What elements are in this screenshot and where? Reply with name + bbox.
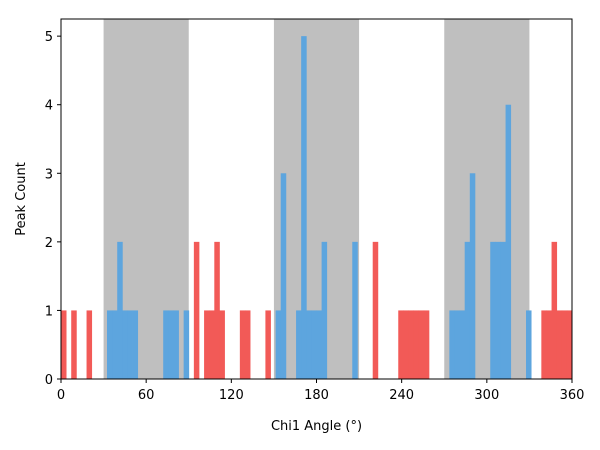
y-tick-label: 0 bbox=[45, 373, 53, 388]
bar-17 bbox=[214, 241, 220, 379]
y-tick-label: 5 bbox=[45, 30, 53, 45]
bar-19 bbox=[239, 310, 246, 379]
bar-46 bbox=[505, 104, 512, 379]
y-axis-ticks: 0 1 2 3 4 5 bbox=[45, 30, 61, 388]
bar-40 bbox=[459, 310, 466, 379]
bar-51 bbox=[556, 310, 563, 379]
bar-50 bbox=[551, 241, 558, 379]
bar-27 bbox=[311, 310, 317, 379]
bar-37 bbox=[423, 310, 430, 379]
bar-34 bbox=[408, 310, 414, 379]
bar-33 bbox=[403, 310, 409, 379]
bar-35 bbox=[413, 310, 420, 379]
bar-45 bbox=[500, 241, 506, 379]
x-tick-label: 300 bbox=[474, 388, 499, 403]
y-tick-label: 1 bbox=[45, 304, 53, 319]
bar-43 bbox=[490, 241, 496, 379]
bar-26 bbox=[306, 310, 312, 379]
bar-21 bbox=[265, 310, 271, 379]
bar-31 bbox=[372, 241, 379, 379]
x-tick-label: 60 bbox=[138, 388, 155, 403]
bar-23 bbox=[280, 173, 287, 379]
bar-47 bbox=[526, 310, 532, 379]
bar-1 bbox=[61, 310, 67, 379]
bar-38 bbox=[449, 310, 455, 379]
bar-2 bbox=[71, 310, 77, 379]
x-tick-label: 240 bbox=[389, 388, 414, 403]
bar-6 bbox=[117, 241, 123, 379]
bar-8 bbox=[127, 310, 133, 379]
bar-13 bbox=[183, 310, 190, 379]
y-tick-label: 2 bbox=[45, 236, 53, 251]
bar-7 bbox=[122, 310, 128, 379]
x-tick-label: 360 bbox=[560, 388, 585, 403]
bar-42 bbox=[469, 173, 476, 379]
bar-48 bbox=[541, 310, 547, 379]
histogram-bars bbox=[61, 36, 573, 380]
y-tick-label: 4 bbox=[45, 99, 53, 114]
bar-25 bbox=[301, 36, 307, 380]
x-tick-label: 120 bbox=[219, 388, 244, 403]
bar-39 bbox=[454, 310, 460, 379]
bar-15 bbox=[204, 310, 210, 379]
bar-49 bbox=[546, 310, 552, 379]
bar-30 bbox=[352, 241, 358, 379]
bar-20 bbox=[244, 310, 251, 379]
bar-22 bbox=[275, 310, 282, 379]
x-tick-label: 0 bbox=[57, 388, 65, 403]
bar-12 bbox=[173, 310, 179, 379]
bar-36 bbox=[418, 310, 425, 379]
bar-28 bbox=[316, 310, 323, 379]
y-axis-label: Peak Count bbox=[14, 162, 29, 236]
bar-24 bbox=[296, 310, 302, 379]
x-axis-label: Chi1 Angle (°) bbox=[271, 419, 362, 434]
bar-29 bbox=[321, 241, 328, 379]
x-tick-label: 180 bbox=[304, 388, 329, 403]
bar-18 bbox=[219, 310, 225, 379]
bar-32 bbox=[398, 310, 404, 379]
shaded-regions bbox=[103, 19, 530, 379]
bar-14 bbox=[193, 241, 200, 379]
y-tick-label: 3 bbox=[45, 167, 53, 182]
bar-3 bbox=[86, 310, 93, 379]
bar-4 bbox=[106, 310, 113, 379]
bar-41 bbox=[464, 241, 471, 379]
bar-44 bbox=[495, 241, 501, 379]
bar-9 bbox=[132, 310, 139, 379]
x-axis-ticks: 0 60 120 180 240 300 360 bbox=[57, 379, 585, 403]
bar-52 bbox=[561, 310, 568, 379]
bar-10 bbox=[163, 310, 169, 379]
bar-53 bbox=[566, 310, 573, 379]
bar-11 bbox=[168, 310, 174, 379]
bar-16 bbox=[209, 310, 215, 379]
bar-5 bbox=[112, 310, 118, 379]
